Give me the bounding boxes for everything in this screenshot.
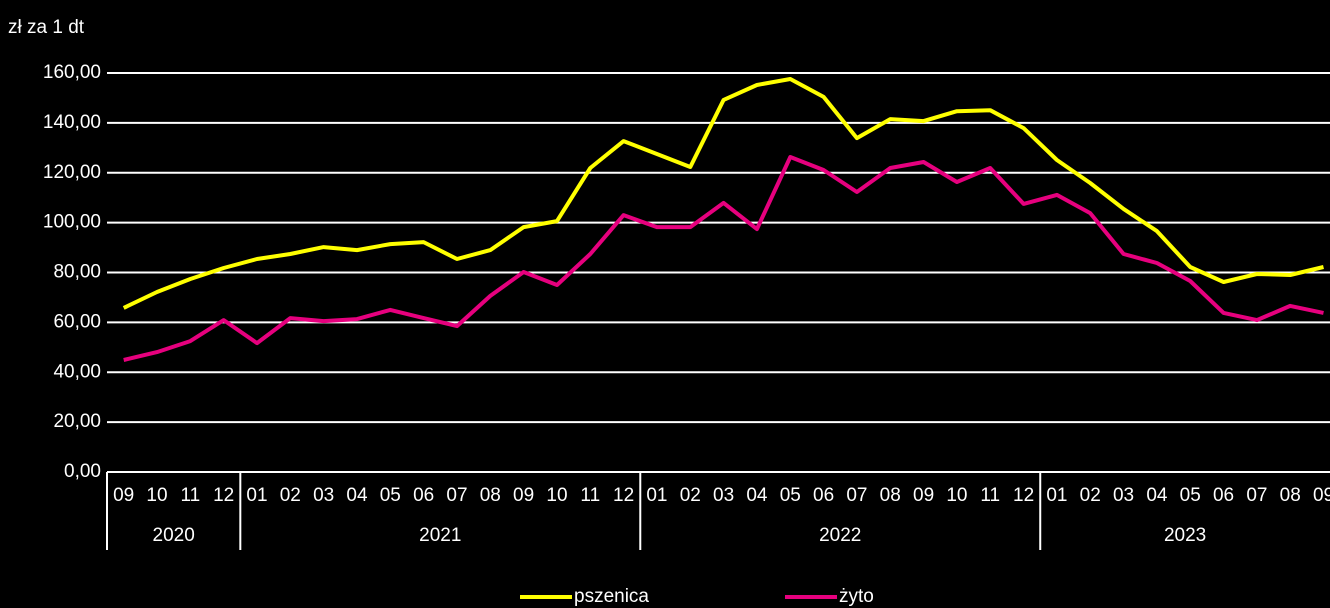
x-tick-label: 05 xyxy=(780,485,801,506)
x-tick-label: 06 xyxy=(413,485,434,506)
x-tick-label: 09 xyxy=(513,485,534,506)
x-tick-label: 01 xyxy=(646,485,667,506)
x-tick-label: 01 xyxy=(1046,485,1067,506)
y-tick-label: 40,00 xyxy=(53,361,101,382)
x-tick-label: 09 xyxy=(1313,485,1330,506)
x-tick-label: 11 xyxy=(980,485,1000,506)
x-tick-label: 04 xyxy=(746,485,768,506)
y-tick-label: 0,00 xyxy=(64,461,101,482)
x-tick-label: 06 xyxy=(1213,485,1234,506)
x-tick-label: 06 xyxy=(813,485,834,506)
y-tick-label: 100,00 xyxy=(43,212,101,233)
year-label: 2023 xyxy=(1164,525,1206,546)
x-tick-label: 02 xyxy=(680,485,701,506)
x-tick-label: 11 xyxy=(580,485,600,506)
x-tick-label: 05 xyxy=(1180,485,1201,506)
x-tick-label: 10 xyxy=(946,485,967,506)
x-tick-label: 03 xyxy=(1113,485,1134,506)
x-tick-label: 10 xyxy=(546,485,567,506)
x-tick-label: 08 xyxy=(480,485,501,506)
series-line xyxy=(122,77,1324,310)
x-tick-label: 03 xyxy=(313,485,334,506)
x-tick-label: 03 xyxy=(713,485,734,506)
x-tick-label: 02 xyxy=(1080,485,1101,506)
x-tick-label: 01 xyxy=(246,485,267,506)
y-tick-label: 80,00 xyxy=(53,262,101,283)
x-tick-label: 07 xyxy=(446,485,467,506)
x-tick-label: 09 xyxy=(913,485,934,506)
x-tick-label: 04 xyxy=(1146,485,1168,506)
x-tick-label: 08 xyxy=(1280,485,1301,506)
x-tick-label: 07 xyxy=(846,485,867,506)
x-tick-label: 02 xyxy=(280,485,301,506)
x-tick-label: 09 xyxy=(113,485,134,506)
y-axis-label: zł za 1 dt xyxy=(8,17,85,38)
x-tick-label: 11 xyxy=(180,485,200,506)
x-tick-label: 10 xyxy=(146,485,167,506)
y-tick-label: 160,00 xyxy=(43,62,101,83)
y-tick-label: 140,00 xyxy=(43,112,101,133)
y-tick-label: 120,00 xyxy=(43,162,101,183)
y-tick-label: 60,00 xyxy=(53,311,101,332)
x-tick-label: 12 xyxy=(613,485,634,506)
year-label: 2022 xyxy=(819,525,861,546)
x-tick-label: 12 xyxy=(1013,485,1034,506)
legend-label: pszenica xyxy=(574,586,649,607)
x-tick-label: 07 xyxy=(1246,485,1267,506)
x-tick-label: 05 xyxy=(380,485,401,506)
legend-label: żyto xyxy=(839,586,874,607)
year-label: 2020 xyxy=(153,525,195,546)
x-tick-label: 12 xyxy=(213,485,234,506)
year-label: 2021 xyxy=(419,525,461,546)
x-tick-label: 08 xyxy=(880,485,901,506)
x-tick-label: 04 xyxy=(346,485,368,506)
y-tick-label: 20,00 xyxy=(53,411,101,432)
series-line xyxy=(123,155,1324,362)
